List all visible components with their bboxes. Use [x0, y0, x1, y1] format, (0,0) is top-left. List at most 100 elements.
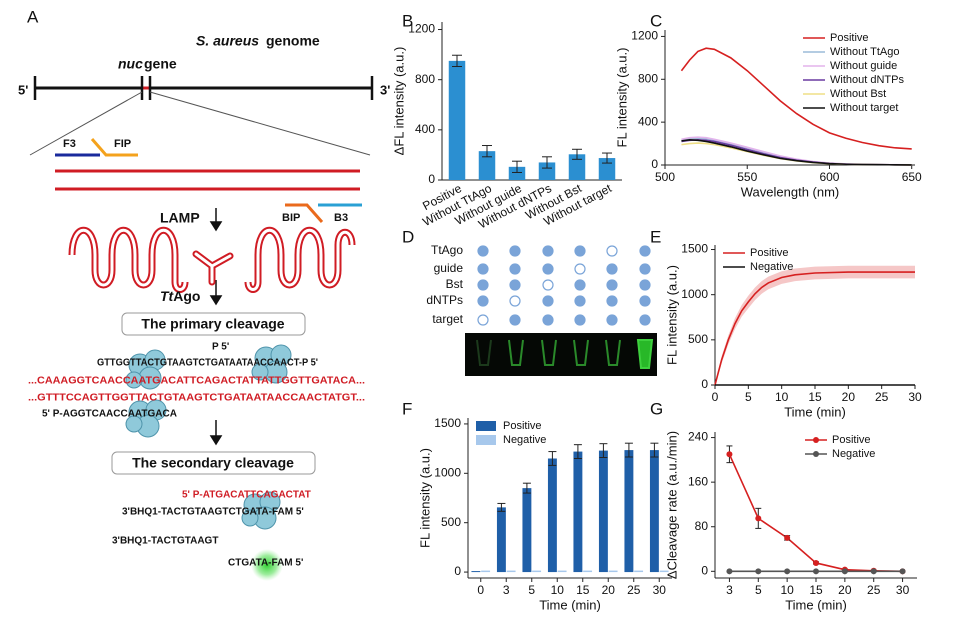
marker	[784, 534, 791, 541]
component-dot	[477, 314, 489, 326]
primer-label: F3	[63, 138, 76, 150]
marker	[726, 451, 733, 458]
x-tick-label: 3	[726, 583, 733, 597]
step-box	[121, 312, 306, 336]
zoom-line	[29, 91, 143, 156]
panel-d: D TtAgo guide Bst dNTPs target	[402, 227, 657, 376]
proteins	[125, 344, 292, 530]
bar	[573, 451, 583, 573]
marker	[755, 568, 762, 575]
primer-label: BIP	[282, 212, 300, 224]
gene-name: nuc	[118, 56, 143, 72]
y-tick-label: 0	[701, 377, 708, 391]
row-label: Bst	[446, 277, 464, 291]
bar	[481, 570, 491, 573]
x-tick-label: 15	[809, 583, 823, 597]
legend-label: Without guide	[830, 60, 897, 72]
component-dot	[639, 295, 651, 307]
panel-label: E	[650, 227, 661, 246]
bar	[624, 450, 634, 573]
sequence: ...GTTTCCAGTTGGTTACTGTAAGTCTGATAATAACCAA…	[28, 393, 365, 404]
component-dot	[477, 279, 489, 291]
x-tick-label: 15	[576, 583, 590, 597]
y-axis-label: FL intensity (a.u.)	[614, 48, 629, 148]
primer-label: B3	[334, 212, 348, 224]
y-tick-label: 0	[651, 157, 658, 171]
bar	[448, 60, 466, 180]
marker	[899, 568, 906, 575]
panel-label: B	[402, 11, 413, 30]
lamp-products	[68, 226, 356, 293]
y-tick-label: 1000	[681, 287, 708, 301]
zoom-line	[149, 91, 371, 156]
x-tick-label: 500	[655, 170, 675, 184]
sequence: GTTGGTTACTGTAAGTCTGATAATAACCAACT-P 5'	[97, 358, 318, 369]
sequence: CTGATA-FAM 5'	[228, 558, 303, 569]
legend-marker	[813, 451, 819, 457]
panel-label: D	[402, 227, 414, 246]
y-axis-label: FL intensity (a.u.)	[417, 448, 432, 548]
x-tick-label: 10	[551, 583, 565, 597]
sequence: 5' P-ATGACATTCAGACTAT	[182, 490, 311, 501]
component-dot	[509, 263, 521, 275]
bar	[598, 450, 608, 573]
x-tick-label: 0	[712, 390, 719, 404]
ttago-suffix: Ago	[173, 288, 200, 304]
y-tick-label: 160	[688, 474, 708, 488]
component-dot	[606, 314, 618, 326]
marker	[784, 568, 791, 575]
component-dot	[477, 295, 489, 307]
marker	[813, 559, 819, 566]
bar	[583, 570, 593, 573]
bar	[568, 154, 586, 180]
sequence: 5' P-AGGTCAACCAATGACA	[42, 409, 177, 420]
y-tick-label: 1200	[408, 22, 435, 36]
legend-swatch	[476, 435, 496, 445]
bar	[649, 450, 659, 573]
component-dot	[542, 279, 554, 291]
legend-label: Positive	[750, 247, 789, 259]
x-tick-label: 30	[908, 390, 922, 404]
y-tick-label: 1500	[434, 416, 461, 430]
x-tick-label: 5	[745, 390, 752, 404]
series-line	[681, 139, 912, 166]
x-axis-label: Time (min)	[785, 597, 847, 612]
component-dot	[639, 279, 651, 291]
component-dot	[574, 263, 586, 275]
y-tick-label: 500	[688, 332, 708, 346]
genome-word: genome	[266, 33, 320, 49]
component-dot	[509, 314, 521, 326]
component-dot	[606, 245, 618, 257]
row-label: dNTPs	[426, 293, 463, 307]
lamp-label: LAMP	[160, 210, 200, 226]
series-line	[681, 142, 912, 166]
bar	[557, 570, 567, 573]
chart: F 0 500 1000 1500 0 3 5 10 15 20 25 30 Time (min) FL i…	[402, 399, 672, 612]
arrows	[209, 208, 223, 446]
bar	[471, 571, 481, 573]
x-tick-label: 15	[808, 390, 822, 404]
row-label: target	[432, 312, 463, 326]
step-label: The primary cleavage	[141, 316, 284, 332]
step-box	[111, 451, 316, 475]
y-tick-label: 1500	[681, 242, 708, 256]
series-line	[728, 453, 903, 573]
x-tick-label: 0	[477, 583, 484, 597]
marker	[726, 568, 733, 575]
y-tick-label: 800	[415, 72, 435, 86]
row-label: TtAgo	[431, 243, 463, 257]
bar	[532, 570, 542, 573]
panel-label: C	[650, 11, 662, 30]
x-tick-label: 600	[819, 170, 839, 184]
end-3: 3'	[380, 82, 390, 97]
x-tick-label: 20	[842, 390, 856, 404]
bar	[496, 507, 506, 573]
panel-label: G	[650, 399, 663, 418]
x-tick-label: 25	[875, 390, 889, 404]
x-tick-label: 5	[755, 583, 762, 597]
chart: C 0 400 800 1200 500 550 600 650 Wavelength (nm) F…	[614, 11, 922, 199]
marker	[755, 515, 762, 522]
marker	[813, 568, 819, 575]
y-tick-label: 400	[638, 114, 658, 128]
y-tick-label: 1200	[631, 29, 658, 43]
